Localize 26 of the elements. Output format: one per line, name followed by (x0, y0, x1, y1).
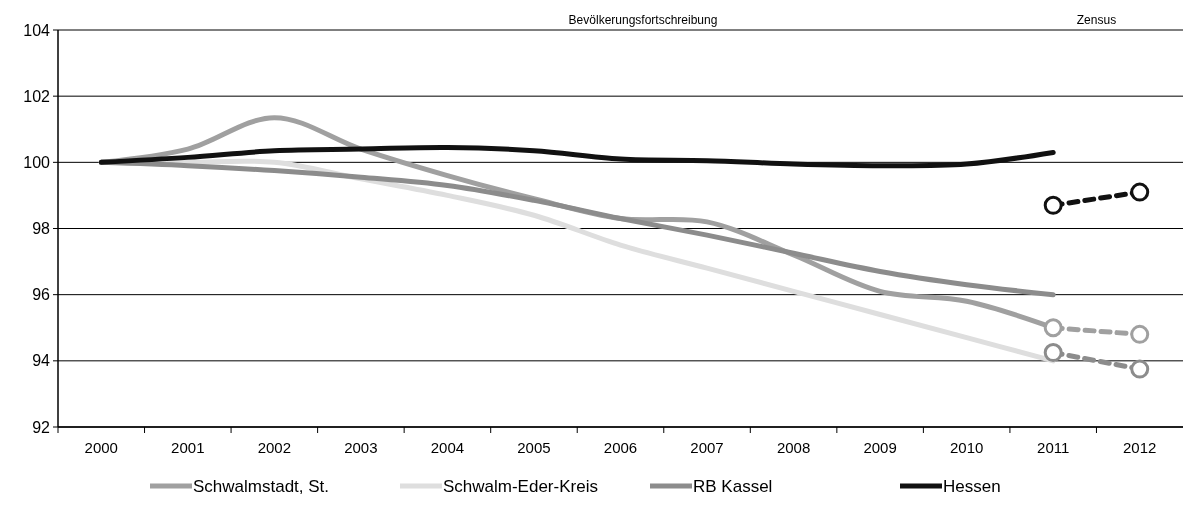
y-tick-label: 104 (23, 21, 51, 39)
y-tick-label: 102 (23, 87, 51, 105)
text: Bevölkerungsfortschreibung (568, 13, 718, 27)
y-tick-label: 96 (32, 286, 51, 304)
legend-label: Schwalm-Eder-Kreis (443, 476, 598, 496)
x-tick-label: 2009 (863, 439, 897, 456)
x-tick-label: 2008 (776, 439, 811, 456)
legend-label: RB Kassel (693, 476, 773, 496)
y-tick-label: 94 (32, 352, 51, 370)
legend-label: Schwalmstadt, St. (193, 476, 330, 496)
x-tick-label: 2006 (603, 439, 638, 456)
x-tick-label: 2000 (84, 439, 118, 456)
x-tick-label: 2003 (344, 439, 378, 456)
y-tick-label: 100 (23, 153, 51, 171)
y-tick-label: 92 (32, 418, 51, 436)
text: Zensus (1076, 13, 1117, 27)
x-tick-label: 2012 (1123, 439, 1157, 456)
x-tick-label: 2001 (171, 439, 205, 456)
x-tick-label: 2002 (257, 439, 292, 456)
x-tick-label: 2011 (1037, 439, 1070, 456)
x-tick-label: 2005 (517, 439, 551, 456)
x-tick-label: 2010 (949, 439, 984, 456)
x-tick-label: 2007 (690, 439, 724, 456)
y-tick-label: 98 (32, 220, 51, 238)
legend-label: Hessen (943, 476, 1001, 496)
x-tick-label: 2004 (430, 439, 465, 456)
